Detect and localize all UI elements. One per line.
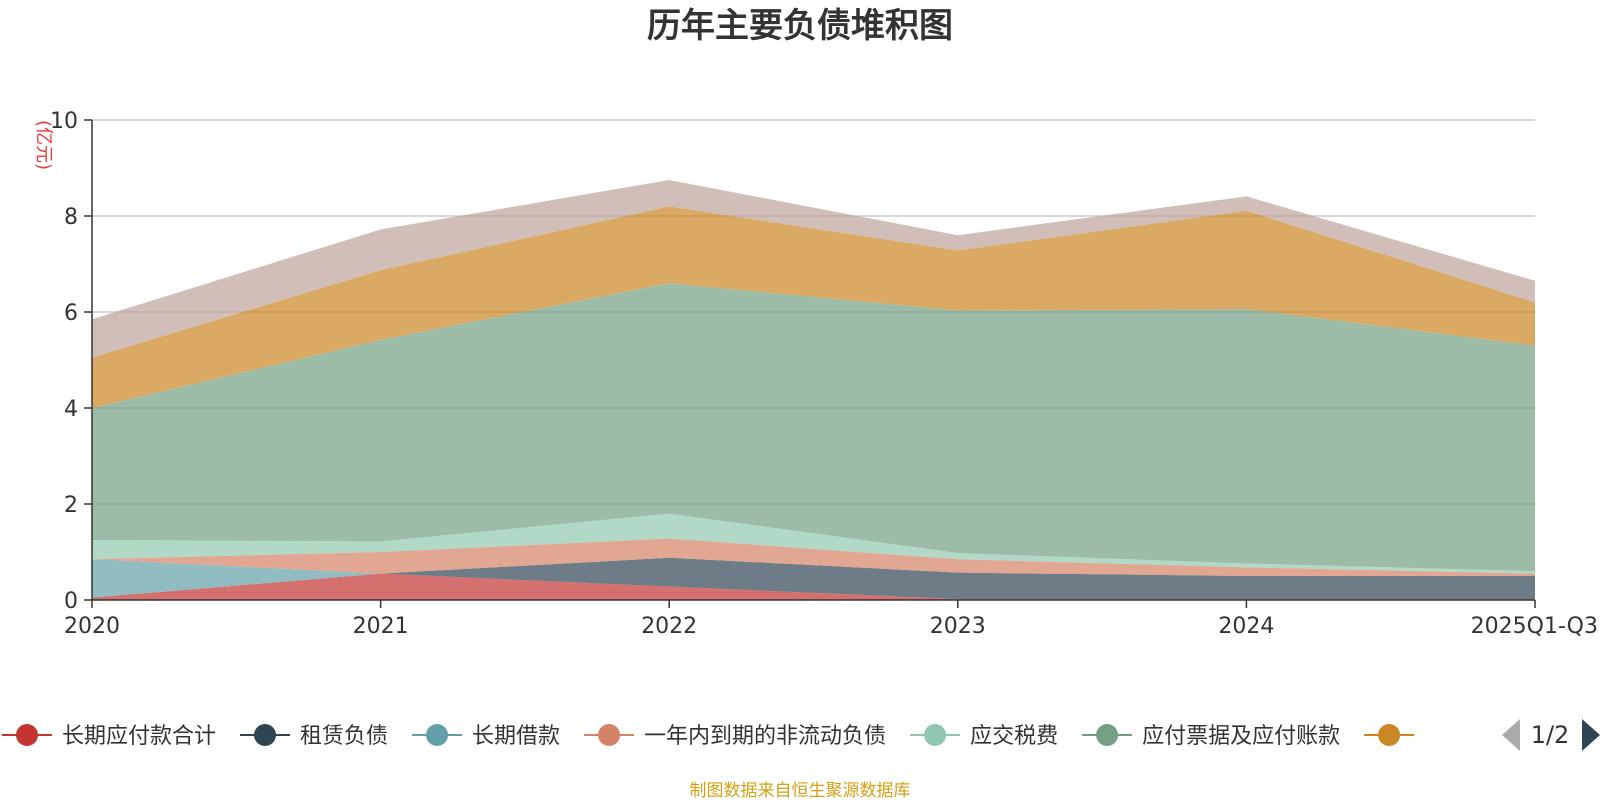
legend-page-indicator: 1/2: [1531, 721, 1570, 749]
legend-marker-dot: [924, 724, 947, 746]
x-tick-label: 2025Q1-Q3: [1471, 614, 1598, 639]
y-tick-label: 10: [50, 109, 78, 134]
y-tick-label: 0: [64, 589, 78, 614]
next-page-icon: [1582, 719, 1600, 751]
legend-label: 租赁负债: [300, 724, 388, 749]
legend-item: 应交税费: [910, 724, 1058, 749]
area-series-7: [92, 180, 1535, 358]
y-tick-label: 6: [64, 301, 78, 326]
legend-item: 长期借款: [412, 724, 560, 749]
legend-item: 应付票据及应付账款: [1082, 724, 1340, 749]
x-tick-label: 2020: [64, 614, 120, 639]
y-tick-label: 2: [64, 493, 78, 518]
area-series-4: [92, 513, 1535, 574]
legend-label: 一年内到期的非流动负债: [644, 724, 886, 749]
axes: 0 2 4 6 8 10 2020 2021 2022 2023 2024 2025Q1-Q3: [50, 109, 1598, 639]
area-series-5: [92, 283, 1535, 572]
legend-marker-dot: [16, 724, 38, 746]
legend-label: 长期借款: [472, 724, 560, 749]
legend-label: 应交税费: [970, 724, 1058, 749]
x-tick-label: 2022: [641, 614, 697, 639]
legend-marker-dot: [1096, 724, 1119, 746]
area-series-0: [92, 573, 1535, 600]
legend-marker-dot: [426, 724, 449, 746]
y-axis-unit-label: (亿元): [33, 120, 54, 170]
legend-item: 长期应付款合计: [2, 724, 216, 749]
legend-label: 应付票据及应付账款: [1142, 724, 1340, 749]
area-series-1: [92, 557, 1535, 600]
area-series-6: [92, 206, 1535, 408]
x-tick-label: 2023: [930, 614, 986, 639]
legend-item: 租赁负债: [240, 724, 388, 749]
y-tick-label: 8: [64, 205, 78, 230]
legend-marker-dot: [1378, 724, 1401, 746]
area-series: [92, 180, 1535, 600]
legend-pager: 1/2: [1502, 719, 1600, 751]
area-series-3: [92, 538, 1535, 576]
legend-marker-dot: [598, 724, 621, 746]
prev-page-icon: [1502, 719, 1520, 751]
legend-marker-dot: [254, 724, 277, 746]
legend-label: 长期应付款合计: [62, 724, 216, 749]
chart-title: 历年主要负债堆积图: [647, 6, 953, 46]
legend-item: [1364, 724, 1415, 746]
x-tick-label: 2024: [1218, 614, 1274, 639]
legend-item: 一年内到期的非流动负债: [584, 724, 886, 749]
data-source-note: 制图数据来自恒生聚源数据库: [690, 781, 911, 800]
legend: 长期应付款合计 租赁负债 长期借款 一年内到期的非流动负债 应交税费 应付票据及应付账款 1…: [2, 719, 1600, 751]
x-tick-label: 2021: [353, 614, 409, 639]
y-tick-label: 4: [64, 397, 78, 422]
